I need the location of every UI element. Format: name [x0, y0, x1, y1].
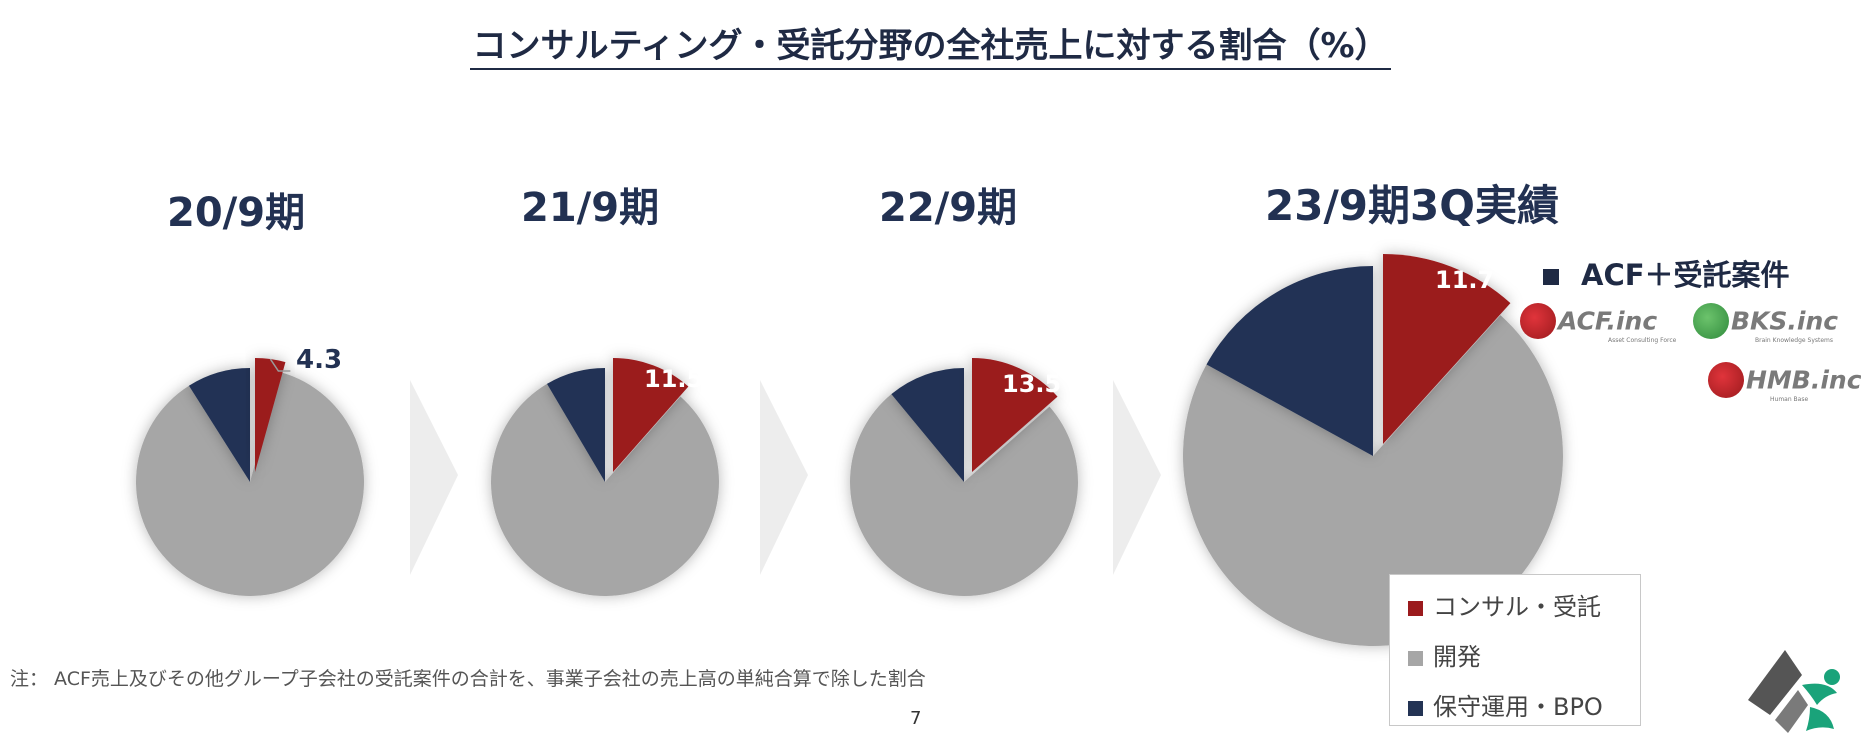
period-label-4: 23/9期3Q実績 — [1265, 181, 1559, 230]
pie-slice-consulting — [613, 358, 689, 472]
chart-legend: コンサル・受託 開発 保守運用・BPO — [1389, 574, 1641, 726]
pie-slice-development — [850, 394, 1079, 596]
hmb-logo-mark-icon — [1708, 362, 1744, 398]
data-label-consulting: 11.5 — [644, 365, 703, 393]
group-heading: ACF＋受託案件 — [1543, 252, 1790, 294]
period-label-3: 22/9期 — [879, 185, 1018, 231]
legend-label-maintenance: 保守運用・BPO — [1433, 693, 1603, 721]
bks-logo-word: BKS.inc — [1731, 306, 1839, 336]
footnote: 注： ACF売上及びその他グループ子会社の受託案件の合計を、事業子会社の売上高の… — [10, 668, 926, 690]
legend-swatch-consulting — [1408, 600, 1423, 616]
acf-logo-tagline: Asset Consulting Force — [1608, 337, 1677, 344]
data-label-consulting: 11.7 — [1435, 266, 1494, 294]
legend-item-development: 開発 — [1408, 637, 1481, 672]
data-label-leader — [269, 358, 291, 372]
bks-logo: BKS.inc Brain Knowledge Systems — [1693, 303, 1839, 344]
data-label-consulting: 4.3 — [296, 345, 342, 375]
arrow-chevron-2 — [760, 380, 808, 575]
period-label-1: 20/9期 — [167, 190, 306, 236]
hmb-logo: HMB.inc Human Base — [1708, 362, 1861, 403]
bks-logo-tagline: Brain Knowledge Systems — [1755, 337, 1834, 344]
group-heading-bullet — [1543, 269, 1559, 285]
acf-logo-word: ACF.inc — [1558, 306, 1658, 336]
group-heading-text: ACF＋受託案件 — [1581, 258, 1790, 292]
acf-logo-mark-icon — [1520, 303, 1556, 339]
page-number: 7 — [910, 708, 922, 729]
pie-slice-maintenance — [546, 368, 605, 482]
legend-label-development: 開発 — [1433, 643, 1481, 671]
pie-slice-maintenance — [891, 368, 964, 482]
hmb-logo-tagline: Human Base — [1770, 396, 1809, 403]
pie-slice-consulting — [255, 358, 286, 472]
pie-slice-development — [1183, 315, 1563, 646]
legend-label-consulting: コンサル・受託 — [1433, 593, 1601, 621]
hmb-logo-word: HMB.inc — [1746, 365, 1861, 395]
chart-title: コンサルティング・受託分野の全社売上に対する割合（%） — [0, 18, 1861, 70]
period-label-2: 21/9期 — [521, 185, 660, 231]
legend-swatch-development — [1408, 650, 1423, 666]
company-logo-icon — [1748, 650, 1840, 733]
legend-swatch-maintenance — [1408, 700, 1423, 716]
arrow-chevron-1 — [410, 380, 458, 575]
pie-slice-consulting — [1383, 254, 1511, 444]
legend-item-consulting: コンサル・受託 — [1408, 587, 1601, 622]
chart-title-text: コンサルティング・受託分野の全社売上に対する割合（%） — [470, 26, 1391, 70]
pie-slice-development — [135, 372, 364, 596]
pie-slice-consulting — [972, 358, 1058, 472]
arrow-chevron-3 — [1113, 380, 1161, 575]
bks-logo-mark-icon — [1693, 303, 1729, 339]
acf-logo: ACF.inc Asset Consulting Force — [1520, 303, 1676, 344]
legend-item-maintenance: 保守運用・BPO — [1408, 687, 1603, 722]
pie-slice-development — [491, 383, 719, 596]
data-label-consulting: 13.5 — [1002, 370, 1061, 398]
pie-slice-maintenance — [188, 368, 250, 482]
pie-slice-maintenance — [1206, 266, 1373, 456]
